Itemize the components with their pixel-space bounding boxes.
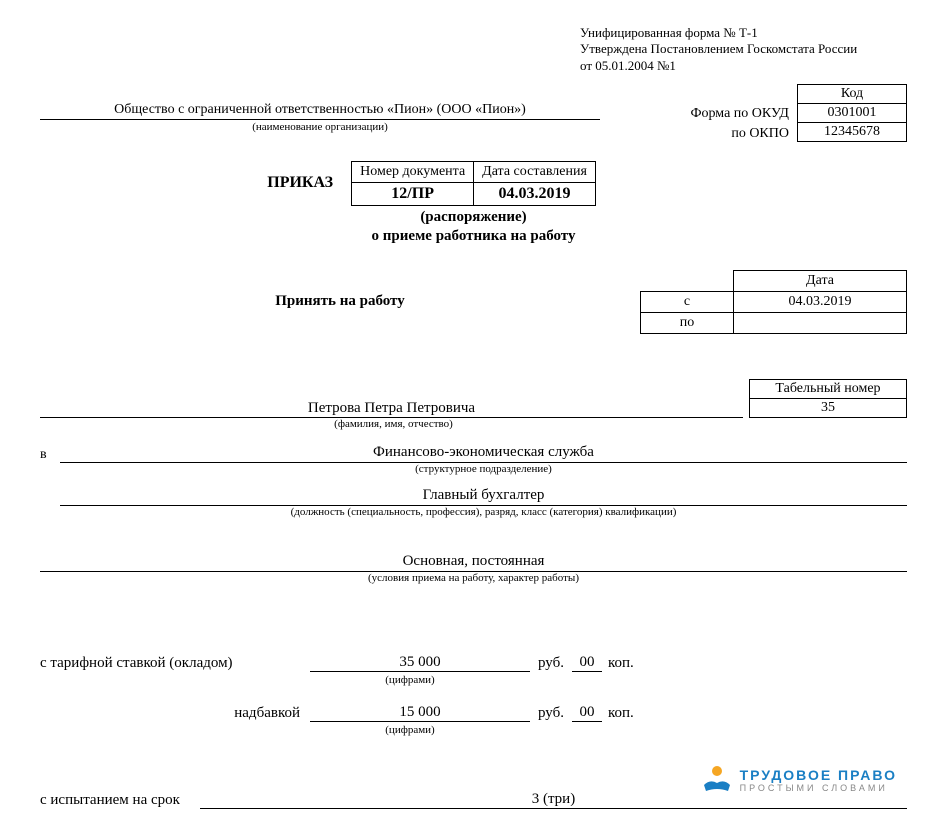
doc-num-value: 12/ПР [352,182,474,205]
tab-header: Табельный номер [750,379,907,398]
okud-value: 0301001 [798,103,907,122]
subtitle-2: о приеме работника на работу [40,228,907,245]
conditions-row: Основная, постоянная [40,553,907,572]
accept-from-label: с [641,291,734,312]
header-line-3: от 05.01.2004 №1 [580,58,907,74]
accept-to-value [734,312,907,333]
rate-label: с тарифной ставкой (окладом) [40,655,310,672]
rub-label-2: руб. [530,705,572,722]
subtitle-1: (распоряжение) [40,209,907,226]
in-prefix: в [40,447,60,463]
rate-caption: (цифрами) [300,674,520,686]
code-header: Код [798,84,907,103]
document-number-table: Номер документа Дата составления 12/ПР 0… [351,161,596,206]
rub-label-1: руб. [530,655,572,672]
accept-from-value: 04.03.2019 [734,291,907,312]
organization-caption: (наименование организации) [40,121,600,133]
department-caption: (структурное подразделение) [60,463,907,475]
watermark-logo: ТРУДОВОЕ ПРАВО ПРОСТЫМИ СЛОВАМИ [700,763,897,797]
doc-date-value: 04.03.2019 [474,182,596,205]
code-table: Код 0301001 12345678 [797,84,907,142]
salary-rate-row: с тарифной ставкой (окладом) 35 000 руб.… [40,654,907,672]
conditions-caption: (условия приема на работу, характер рабо… [40,572,907,584]
header-line-2: Утверждена Постановлением Госкомстата Ро… [580,41,907,57]
okpo-label: по ОКПО [690,124,789,144]
accept-row: Принять на работу Дата с 04.03.2019 по [40,270,907,334]
salary-block: с тарифной ставкой (окладом) 35 000 руб.… [40,654,907,736]
watermark-subtitle: ПРОСТЫМИ СЛОВАМИ [740,783,897,793]
okud-label: Форма по ОКУД [690,104,789,124]
kop-label-1: коп. [602,655,634,672]
accept-label: Принять на работу [40,293,640,310]
trial-label: с испытанием на срок [40,792,200,809]
personnel-number-table: Табельный номер 35 [749,379,907,418]
header-line-1: Унифицированная форма № Т-1 [580,25,907,41]
employee-caption: (фамилия, имя, отчество) [40,418,747,430]
kop-label-2: коп. [602,705,634,722]
bonus-label: надбавкой [40,705,310,722]
organization-name: Общество с ограниченной ответственностью… [40,102,600,120]
accept-table: Дата с 04.03.2019 по [640,270,907,334]
employee-row: Петрова Петра Петровича Табельный номер … [40,379,907,418]
doc-num-header: Номер документа [352,161,474,182]
bonus-kop-value: 00 [572,704,602,722]
department-row: в Финансово-экономическая служба [40,444,907,463]
accept-date-header: Дата [734,270,907,291]
form-header-note: Унифицированная форма № Т-1 Утверждена П… [580,25,907,74]
doc-date-header: Дата составления [474,161,596,182]
document-title: ПРИКАЗ [40,174,333,192]
position-caption: (должность (специальность, профессия), р… [60,506,907,518]
bonus-value: 15 000 [310,704,530,722]
salary-bonus-row: надбавкой 15 000 руб. 00 коп. [40,704,907,722]
position-row: Главный бухгалтер [40,487,907,506]
watermark-title: ТРУДОВОЕ ПРАВО [740,767,897,783]
rate-kop-value: 00 [572,654,602,672]
conditions-value: Основная, постоянная [40,553,907,572]
employee-name: Петрова Петра Петровича [40,400,743,418]
okpo-value: 12345678 [798,122,907,141]
position-value: Главный бухгалтер [60,487,907,506]
rate-value: 35 000 [310,654,530,672]
document-title-block: ПРИКАЗ Номер документа Дата составления … [40,161,907,206]
accept-to-label: по [641,312,734,333]
department-value: Финансово-экономическая служба [60,444,907,463]
tab-value: 35 [750,398,907,417]
bonus-caption: (цифрами) [300,724,520,736]
handshake-icon [700,763,734,797]
